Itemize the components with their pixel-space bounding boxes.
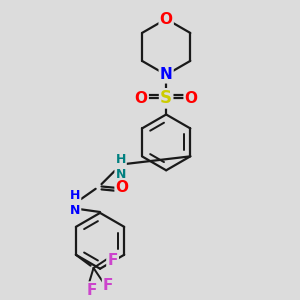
Text: O: O	[160, 11, 173, 26]
Text: H
N: H N	[70, 189, 80, 217]
Text: N: N	[160, 67, 172, 82]
Text: F: F	[87, 283, 97, 298]
Text: O: O	[116, 180, 129, 195]
Text: O: O	[184, 91, 198, 106]
Text: S: S	[160, 89, 172, 107]
Text: F: F	[107, 253, 118, 268]
Text: O: O	[135, 91, 148, 106]
Text: H
N: H N	[116, 153, 126, 182]
Text: F: F	[103, 278, 113, 293]
